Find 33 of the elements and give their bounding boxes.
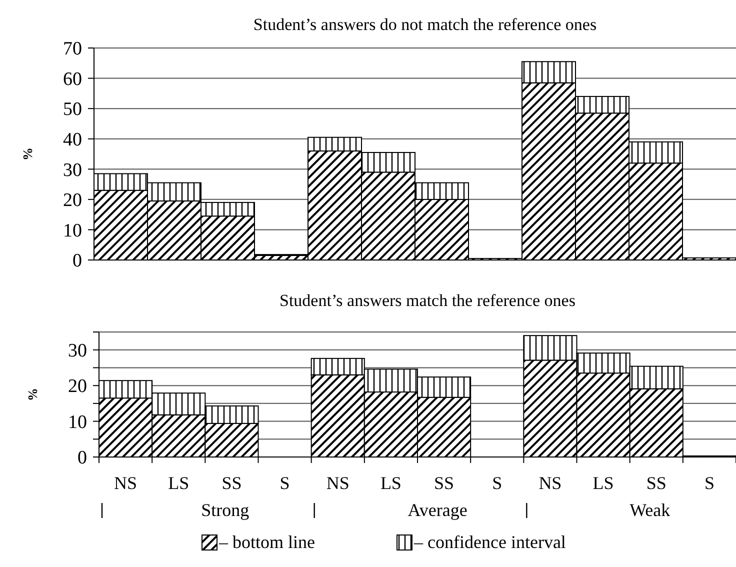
x-tick-label: S bbox=[492, 473, 502, 493]
y-tick-label: 50 bbox=[63, 99, 82, 120]
y-tick-label: 0 bbox=[78, 448, 87, 469]
x-tick-label: SS bbox=[646, 473, 666, 493]
y-axis-title: % bbox=[20, 148, 35, 160]
text: Strong bbox=[201, 500, 250, 520]
y-tick-label: 0 bbox=[72, 250, 82, 272]
y-tick-label: 30 bbox=[63, 160, 82, 181]
y-tick-label: 70 bbox=[63, 38, 82, 60]
legend-label: – bottom line bbox=[218, 532, 316, 552]
x-tick-label: NS bbox=[326, 473, 350, 493]
y-tick-label: 20 bbox=[63, 190, 82, 212]
y-tick-label: 30 bbox=[68, 340, 87, 362]
chart-title: Student’s answers match the reference ones bbox=[280, 291, 576, 310]
y-tick-label: 60 bbox=[63, 68, 82, 90]
legend-label: – confidence interval bbox=[413, 532, 566, 552]
chart-title: Student’s answers do not match the reference ones bbox=[253, 15, 597, 34]
x-tick-label: LS bbox=[380, 473, 402, 493]
x-tick-label: NS bbox=[538, 473, 562, 493]
x-tick-label: NS bbox=[114, 473, 138, 493]
text: Average bbox=[408, 500, 468, 520]
x-tick-label: S bbox=[704, 473, 714, 493]
y-tick-label: 10 bbox=[68, 412, 87, 433]
y-tick-label: 20 bbox=[68, 376, 87, 398]
y-axis-title: % bbox=[25, 388, 40, 401]
text: Weak bbox=[630, 500, 670, 520]
x-tick-label: SS bbox=[222, 473, 242, 493]
x-tick-label: LS bbox=[592, 473, 614, 493]
y-tick-label: 10 bbox=[63, 220, 82, 242]
x-tick-label: S bbox=[280, 473, 290, 493]
y-tick-label: 40 bbox=[63, 130, 82, 151]
x-tick-label: LS bbox=[168, 473, 190, 493]
x-tick-label: SS bbox=[434, 473, 454, 493]
